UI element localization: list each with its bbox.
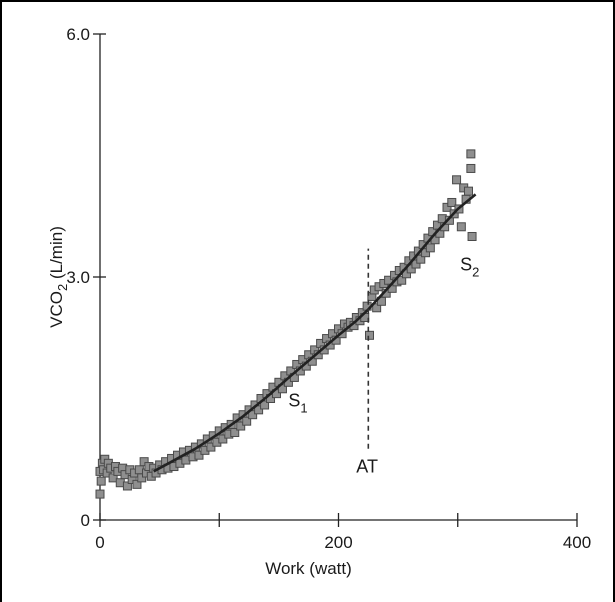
y-tick-label: 6.0 [66, 25, 90, 44]
data-point [425, 243, 435, 253]
y-axis-label-main: VCO [47, 291, 66, 328]
data-point [194, 450, 204, 460]
data-point [411, 259, 421, 269]
data-point [230, 428, 240, 438]
data-point [206, 442, 216, 452]
data-point [466, 163, 476, 173]
data-point [372, 303, 382, 313]
data-point [120, 470, 130, 480]
x-tick-label: 400 [563, 533, 591, 552]
annotation-s1-subscript: 1 [300, 401, 307, 416]
y-tick-label: 3.0 [66, 268, 90, 287]
data-points [95, 149, 477, 499]
data-point [463, 186, 473, 196]
data-point [416, 254, 426, 264]
data-point [254, 405, 264, 415]
annotation-s1-text: S [288, 391, 300, 411]
x-axis-label: Work (watt) [265, 559, 352, 578]
data-point [452, 175, 462, 185]
annotation-s1: S1 [288, 391, 307, 416]
data-point [260, 400, 270, 410]
fit-line [153, 193, 477, 473]
y-axis-label-subscript: 2 [55, 284, 70, 291]
data-point [95, 489, 105, 499]
y-axis-label-unit: (L/min) [47, 226, 66, 284]
data-point [96, 476, 106, 486]
data-point [139, 457, 149, 467]
annotation-at: AT [356, 457, 378, 477]
y-tick-label: 0 [81, 511, 90, 530]
data-point [122, 481, 132, 491]
data-point [397, 275, 407, 285]
data-point [242, 416, 252, 426]
fit-line-group [153, 193, 477, 473]
data-point [447, 197, 457, 207]
data-point [218, 434, 228, 444]
annotation-s2-subscript: 2 [472, 265, 479, 280]
data-point [137, 473, 147, 483]
data-point [108, 473, 118, 483]
data-point [442, 202, 452, 212]
data-point [365, 330, 375, 340]
y-axis-label: VCO2 (L/min) [47, 226, 70, 328]
annotation-s2: S2 [460, 255, 479, 280]
data-point [401, 269, 411, 279]
annotation-s2-text: S [460, 255, 472, 275]
data-point [406, 264, 416, 274]
x-tick-label: 200 [324, 533, 352, 552]
data-point [248, 410, 258, 420]
x-tick-label: 0 [95, 533, 104, 552]
data-point [467, 232, 477, 241]
data-point [132, 479, 142, 489]
data-point [421, 248, 431, 258]
data-point [456, 222, 466, 232]
data-point [236, 421, 246, 431]
data-point [466, 149, 476, 159]
